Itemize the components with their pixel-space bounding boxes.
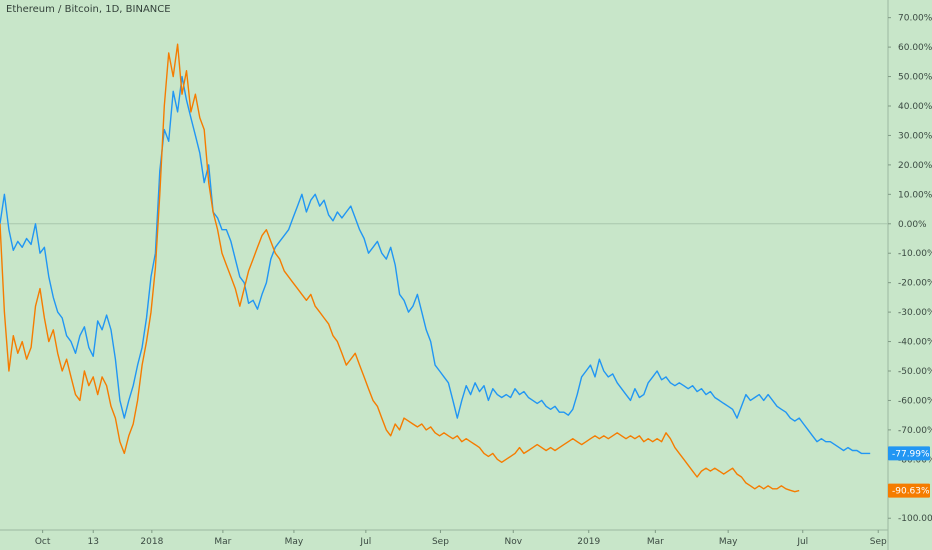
y-tick-label: 60.00% [898, 43, 932, 53]
y-tick-label: -30.00% [898, 308, 932, 318]
x-tick-label: 13 [88, 537, 99, 547]
end-value-label: -77.99% [892, 449, 930, 459]
x-tick-label: Mar [214, 537, 231, 547]
chart-title: Ethereum / Bitcoin, 1D, BINANCE [6, 4, 171, 15]
y-tick-label: -70.00% [898, 426, 932, 436]
x-tick-label: May [285, 537, 304, 547]
y-tick-label: 40.00% [898, 102, 932, 112]
x-tick-label: 2019 [577, 537, 600, 547]
y-tick-label: -50.00% [898, 367, 932, 377]
x-tick-label: Oct [35, 537, 51, 547]
y-tick-label: 20.00% [898, 161, 932, 171]
x-tick-label: Sep [870, 537, 887, 547]
x-tick-label: Sep [432, 537, 449, 547]
y-tick-label: -20.00% [898, 279, 932, 289]
x-tick-label: 2018 [140, 537, 163, 547]
end-value-tag [888, 446, 930, 461]
y-tick-label: 70.00% [898, 14, 932, 24]
series-line-blue [0, 75, 871, 455]
y-tick-label: 0.00% [898, 220, 927, 230]
series-line-orange [0, 43, 800, 493]
y-tick-label: -100.00% [898, 514, 932, 524]
y-tick-label: -10.00% [898, 249, 932, 259]
y-tick-label: 10.00% [898, 190, 932, 200]
x-tick-label: Nov [504, 537, 522, 547]
end-value-tag [888, 483, 930, 498]
y-tick-label: -60.00% [898, 396, 932, 406]
x-tick-label: May [719, 537, 738, 547]
y-tick-label: 30.00% [898, 131, 932, 141]
end-value-label: -90.63% [892, 487, 930, 497]
x-tick-label: Jul [359, 537, 371, 547]
x-tick-label: Jul [796, 537, 808, 547]
y-tick-label: -40.00% [898, 338, 932, 348]
x-tick-label: Mar [647, 537, 664, 547]
y-tick-label: 50.00% [898, 73, 932, 83]
